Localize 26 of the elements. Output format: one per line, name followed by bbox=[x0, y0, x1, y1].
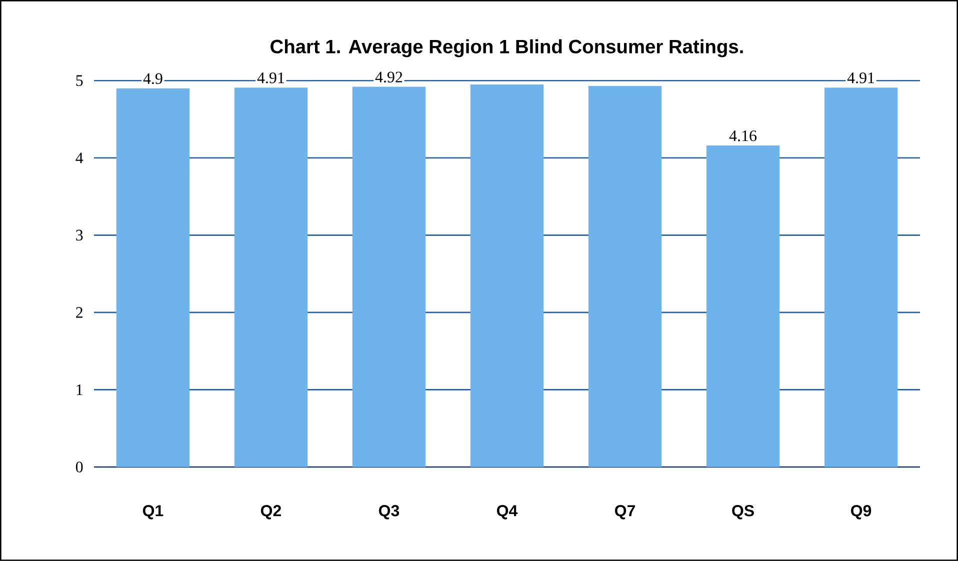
y-tick-label: 4 bbox=[76, 152, 84, 164]
bar bbox=[470, 84, 544, 468]
x-tick-label: Q9 bbox=[851, 505, 872, 520]
x-tick-label: Q1 bbox=[142, 505, 164, 520]
x-tick-label: QS bbox=[732, 505, 754, 520]
x-tick-label: Q4 bbox=[496, 505, 518, 520]
data-label: 4.91 bbox=[847, 72, 874, 84]
data-label: 4.9 bbox=[143, 73, 162, 84]
chart-title: Chart 1. Average Region 1 Blind Consumer Ratings. bbox=[270, 39, 743, 58]
y-tick-label: 0 bbox=[76, 462, 83, 472]
y-tick-label: 2 bbox=[76, 307, 82, 318]
y-tick-label: 5 bbox=[76, 75, 83, 86]
y-tick-label: 1 bbox=[76, 384, 82, 396]
bar bbox=[234, 88, 308, 468]
y-tick-label: 3 bbox=[76, 230, 83, 241]
bar bbox=[588, 86, 662, 468]
data-label: 4.91 bbox=[257, 72, 284, 84]
bar bbox=[352, 86, 426, 468]
bar bbox=[824, 88, 898, 468]
bar bbox=[116, 88, 190, 468]
data-label: 4.16 bbox=[729, 130, 757, 142]
x-tick-label: Q2 bbox=[260, 505, 281, 520]
x-tick-label: Q7 bbox=[614, 505, 635, 520]
x-tick-label: Q3 bbox=[378, 505, 400, 520]
data-label: 4.92 bbox=[375, 72, 402, 83]
bar bbox=[706, 146, 780, 468]
